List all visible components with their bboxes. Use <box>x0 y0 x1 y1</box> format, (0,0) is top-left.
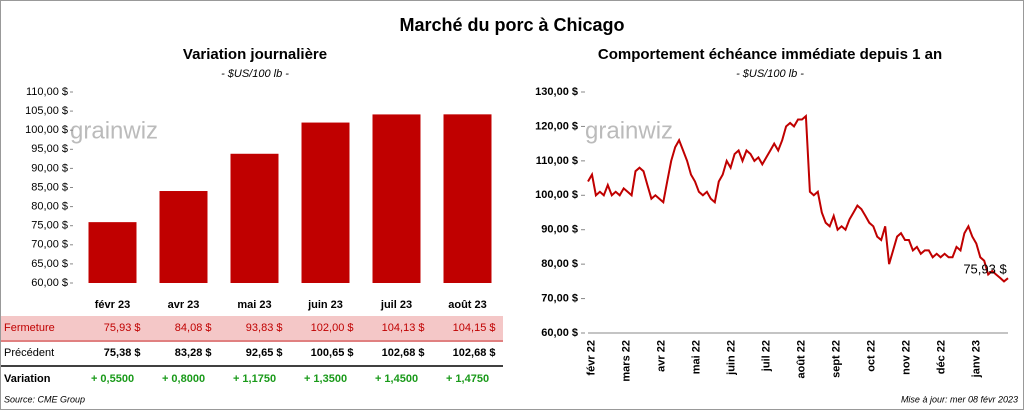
x-tick-label: oct 22 <box>865 340 877 372</box>
table-cell: + 0,5500 <box>91 373 134 385</box>
table-cell: + 1,4750 <box>446 373 489 385</box>
chart-title: Comportement échéance immédiate depuis 1… <box>598 46 942 63</box>
x-tick-label: juil 22 <box>760 340 772 372</box>
table-cell: 84,08 $ <box>175 322 212 334</box>
x-tick-label: juil 23 <box>380 299 412 311</box>
table-cell: 83,28 $ <box>175 347 212 359</box>
x-tick-label: avr 23 <box>168 299 200 311</box>
table-cell: + 1,3500 <box>304 373 347 385</box>
price-line <box>587 113 1009 283</box>
x-tick-label: juin 22 <box>725 340 737 376</box>
bar <box>230 153 279 283</box>
table-cell: 75,93 $ <box>104 322 141 334</box>
x-tick-label: nov 22 <box>900 340 912 375</box>
watermark: grainwiz <box>70 117 158 144</box>
row-highlight <box>1 316 503 340</box>
table-cell: 102,00 $ <box>311 322 354 334</box>
table-cell: 102,68 $ <box>382 347 425 359</box>
y-tick-label: 110,00 $ <box>26 86 68 98</box>
y-tick-label: 120,00 $ <box>535 120 578 132</box>
table-cell: 104,15 $ <box>453 322 496 334</box>
x-tick-label: avr 22 <box>655 340 667 372</box>
table-cell: 75,38 $ <box>104 347 141 359</box>
x-tick-label: juin 23 <box>307 299 343 311</box>
row-label: Variation <box>4 373 51 385</box>
page-title: Marché du porc à Chicago <box>399 15 624 35</box>
table-cell: 104,13 $ <box>382 322 425 334</box>
y-tick-label: 95,00 $ <box>31 143 68 155</box>
x-tick-label: sept 22 <box>830 340 842 378</box>
table-cell: + 0,8000 <box>162 373 205 385</box>
table-cell: 102,68 $ <box>453 347 496 359</box>
y-tick-label: 60,00 $ <box>541 327 578 339</box>
x-tick-label: mai 22 <box>690 340 702 374</box>
x-tick-label: août 23 <box>448 299 487 311</box>
watermark: grainwiz <box>585 117 673 144</box>
y-tick-label: 60,00 $ <box>31 277 68 289</box>
chart-title: Variation journalière <box>183 46 327 63</box>
y-tick-label: 90,00 $ <box>31 162 68 174</box>
x-tick-label: févr 22 <box>585 340 597 375</box>
y-tick-label: 85,00 $ <box>31 181 68 193</box>
source: Source: CME Group <box>4 394 85 404</box>
chart-subtitle: - $US/100 lb - <box>736 68 804 80</box>
bar <box>443 114 492 283</box>
bar <box>88 222 137 283</box>
y-tick-label: 80,00 $ <box>31 201 68 213</box>
table-cell: 93,83 $ <box>246 322 283 334</box>
row-label: Fermeture <box>4 322 55 334</box>
chart-subtitle: - $US/100 lb - <box>221 68 289 80</box>
x-tick-label: mars 22 <box>620 340 632 382</box>
y-tick-label: 105,00 $ <box>25 105 68 117</box>
x-tick-label: janv 23 <box>970 340 982 378</box>
bar <box>159 191 208 283</box>
y-tick-label: 70,00 $ <box>541 292 578 304</box>
table-cell: + 1,1750 <box>233 373 276 385</box>
y-tick-label: 110,00 $ <box>536 155 578 167</box>
table-cell: 92,65 $ <box>246 347 283 359</box>
y-tick-label: 80,00 $ <box>541 258 578 270</box>
y-tick-label: 100,00 $ <box>25 124 68 136</box>
bar <box>372 114 421 283</box>
x-tick-label: août 22 <box>795 340 807 379</box>
row-label: Précédent <box>4 347 54 359</box>
table-cell: + 1,4500 <box>375 373 418 385</box>
annotation: 75,93 $ <box>963 261 1007 276</box>
x-tick-label: déc 22 <box>935 340 947 374</box>
x-tick-label: mai 23 <box>237 299 271 311</box>
y-tick-label: 75,00 $ <box>31 220 68 232</box>
y-tick-label: 65,00 $ <box>31 258 68 270</box>
bar <box>301 122 350 283</box>
y-tick-label: 70,00 $ <box>31 239 68 251</box>
x-tick-label: févr 23 <box>95 299 130 311</box>
table-cell: 100,65 $ <box>311 347 354 359</box>
y-tick-label: 100,00 $ <box>535 189 578 201</box>
y-tick-label: 130,00 $ <box>535 86 578 98</box>
y-tick-label: 90,00 $ <box>541 224 578 236</box>
updated: Mise à jour: mer 08 févr 2023 <box>901 394 1018 404</box>
